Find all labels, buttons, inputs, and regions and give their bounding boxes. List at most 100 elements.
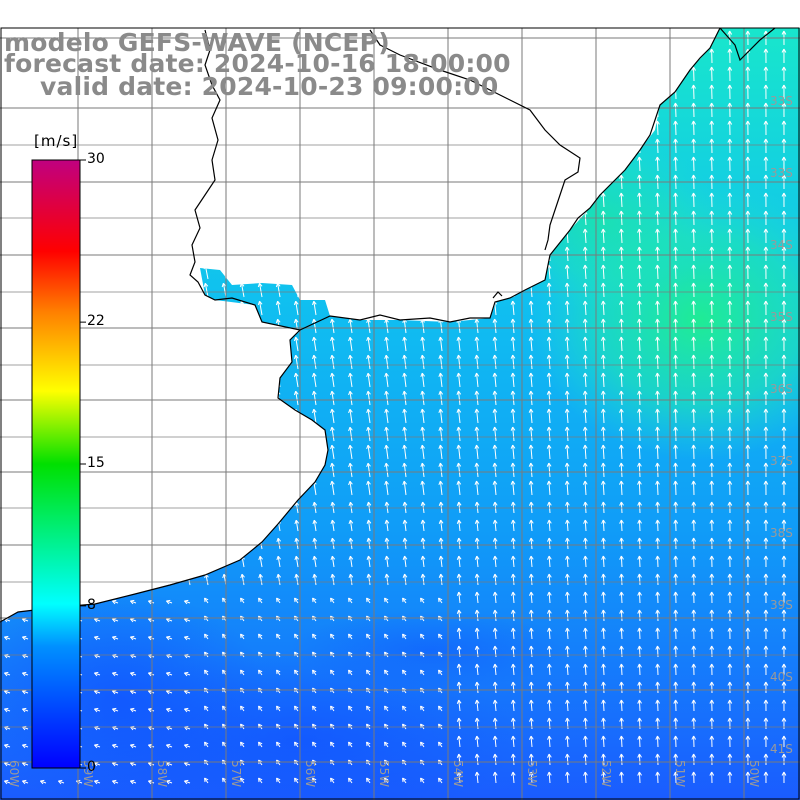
wind-arrow — [23, 229, 29, 244]
wind-arrow — [691, 555, 697, 568]
latitude-label: 36S — [770, 382, 793, 396]
wind-arrow — [4, 427, 11, 442]
wind-arrow — [240, 741, 245, 748]
wind-arrow — [438, 573, 444, 586]
wind-arrow — [691, 264, 696, 280]
wind-arrow — [330, 120, 335, 136]
wind-arrow — [366, 156, 371, 172]
wind-arrow — [95, 573, 101, 586]
wind-arrow — [781, 336, 787, 352]
wind-arrow — [745, 519, 751, 532]
wind-arrow — [257, 282, 263, 298]
wind-arrow — [23, 103, 29, 118]
wind-arrow — [420, 741, 425, 748]
wind-arrow — [691, 663, 697, 676]
wind-arrow — [384, 120, 389, 136]
wind-arrow — [673, 426, 678, 442]
wind-arrow — [547, 771, 552, 784]
wind-arrow — [113, 319, 119, 334]
wind-arrow — [474, 156, 480, 172]
wind-arrow — [366, 102, 371, 118]
wind-arrow — [293, 192, 299, 208]
wind-arrow — [510, 573, 516, 586]
wind-arrow — [781, 609, 787, 622]
wind-arrow — [564, 282, 570, 298]
wind-arrow — [655, 192, 660, 208]
wind-arrow — [456, 336, 462, 352]
wind-arrow — [21, 707, 29, 713]
wind-arrow — [276, 597, 281, 604]
wind-arrow — [4, 85, 11, 100]
wind-arrow — [673, 627, 679, 640]
wind-arrow — [131, 463, 137, 478]
wind-arrow — [167, 318, 173, 334]
wind-arrow — [23, 85, 29, 100]
wind-arrow — [165, 671, 173, 677]
wind-arrow — [311, 246, 317, 262]
wind-arrow — [474, 354, 480, 370]
wind-arrow — [185, 282, 191, 298]
wind-arrow — [619, 120, 624, 136]
wind-arrow — [293, 354, 299, 370]
wind-arrow — [221, 426, 227, 442]
wind-arrow — [546, 462, 552, 478]
wind-arrow — [727, 318, 733, 334]
wind-arrow — [492, 462, 498, 478]
coastline — [0, 27, 776, 623]
wind-arrow — [510, 138, 516, 154]
wind-arrow — [691, 519, 697, 532]
wind-arrow — [402, 354, 407, 370]
wind-arrow — [582, 120, 588, 136]
wind-arrow — [745, 354, 751, 370]
wind-arrow — [547, 681, 552, 694]
wind-arrow — [4, 301, 11, 316]
wind-arrow — [23, 283, 29, 298]
wind-arrow — [474, 663, 480, 676]
colorbar-tick-label: 30 — [87, 151, 105, 167]
wind-arrow — [183, 779, 191, 785]
wind-arrow — [420, 705, 425, 712]
wind-arrow — [763, 390, 769, 406]
wind-arrow — [528, 591, 534, 604]
wind-arrow — [474, 264, 480, 280]
wind-arrow — [565, 591, 570, 604]
wind-arrow — [492, 573, 498, 586]
wind-arrow — [673, 102, 678, 118]
wind-arrow — [203, 480, 209, 496]
wind-arrow — [384, 555, 390, 568]
wind-arrow — [240, 573, 245, 586]
wind-arrow — [185, 426, 191, 442]
wind-arrow — [637, 537, 642, 550]
wind-arrow — [781, 102, 787, 118]
wind-arrow — [330, 102, 335, 118]
wind-arrow — [366, 444, 371, 460]
wind-arrow — [727, 462, 733, 478]
wind-arrow — [95, 391, 101, 406]
wind-arrow — [492, 663, 498, 676]
wind-arrow — [637, 102, 642, 118]
wind-arrow — [330, 519, 336, 532]
wind-arrow — [239, 480, 245, 496]
wind-arrow — [691, 480, 696, 496]
wind-arrow — [438, 444, 444, 460]
wind-arrow — [655, 699, 660, 712]
wind-arrow — [582, 336, 588, 352]
wind-arrow — [745, 573, 751, 586]
wind-arrow — [185, 156, 191, 172]
wind-arrow — [221, 336, 227, 352]
wind-arrow — [637, 408, 642, 424]
wind-arrow — [330, 705, 335, 712]
wind-arrow — [131, 103, 137, 118]
wind-arrow — [366, 228, 371, 244]
wind-arrow — [23, 355, 29, 370]
wind-arrow — [547, 537, 552, 550]
wind-arrow — [673, 300, 678, 316]
wind-arrow — [673, 264, 678, 280]
wind-arrow — [239, 228, 245, 244]
wind-arrow — [601, 735, 606, 748]
wind-arrow — [655, 336, 660, 352]
wind-arrow — [619, 336, 624, 352]
wind-arrow — [167, 408, 173, 424]
wind-arrow — [673, 591, 679, 604]
wind-arrow — [366, 555, 372, 568]
